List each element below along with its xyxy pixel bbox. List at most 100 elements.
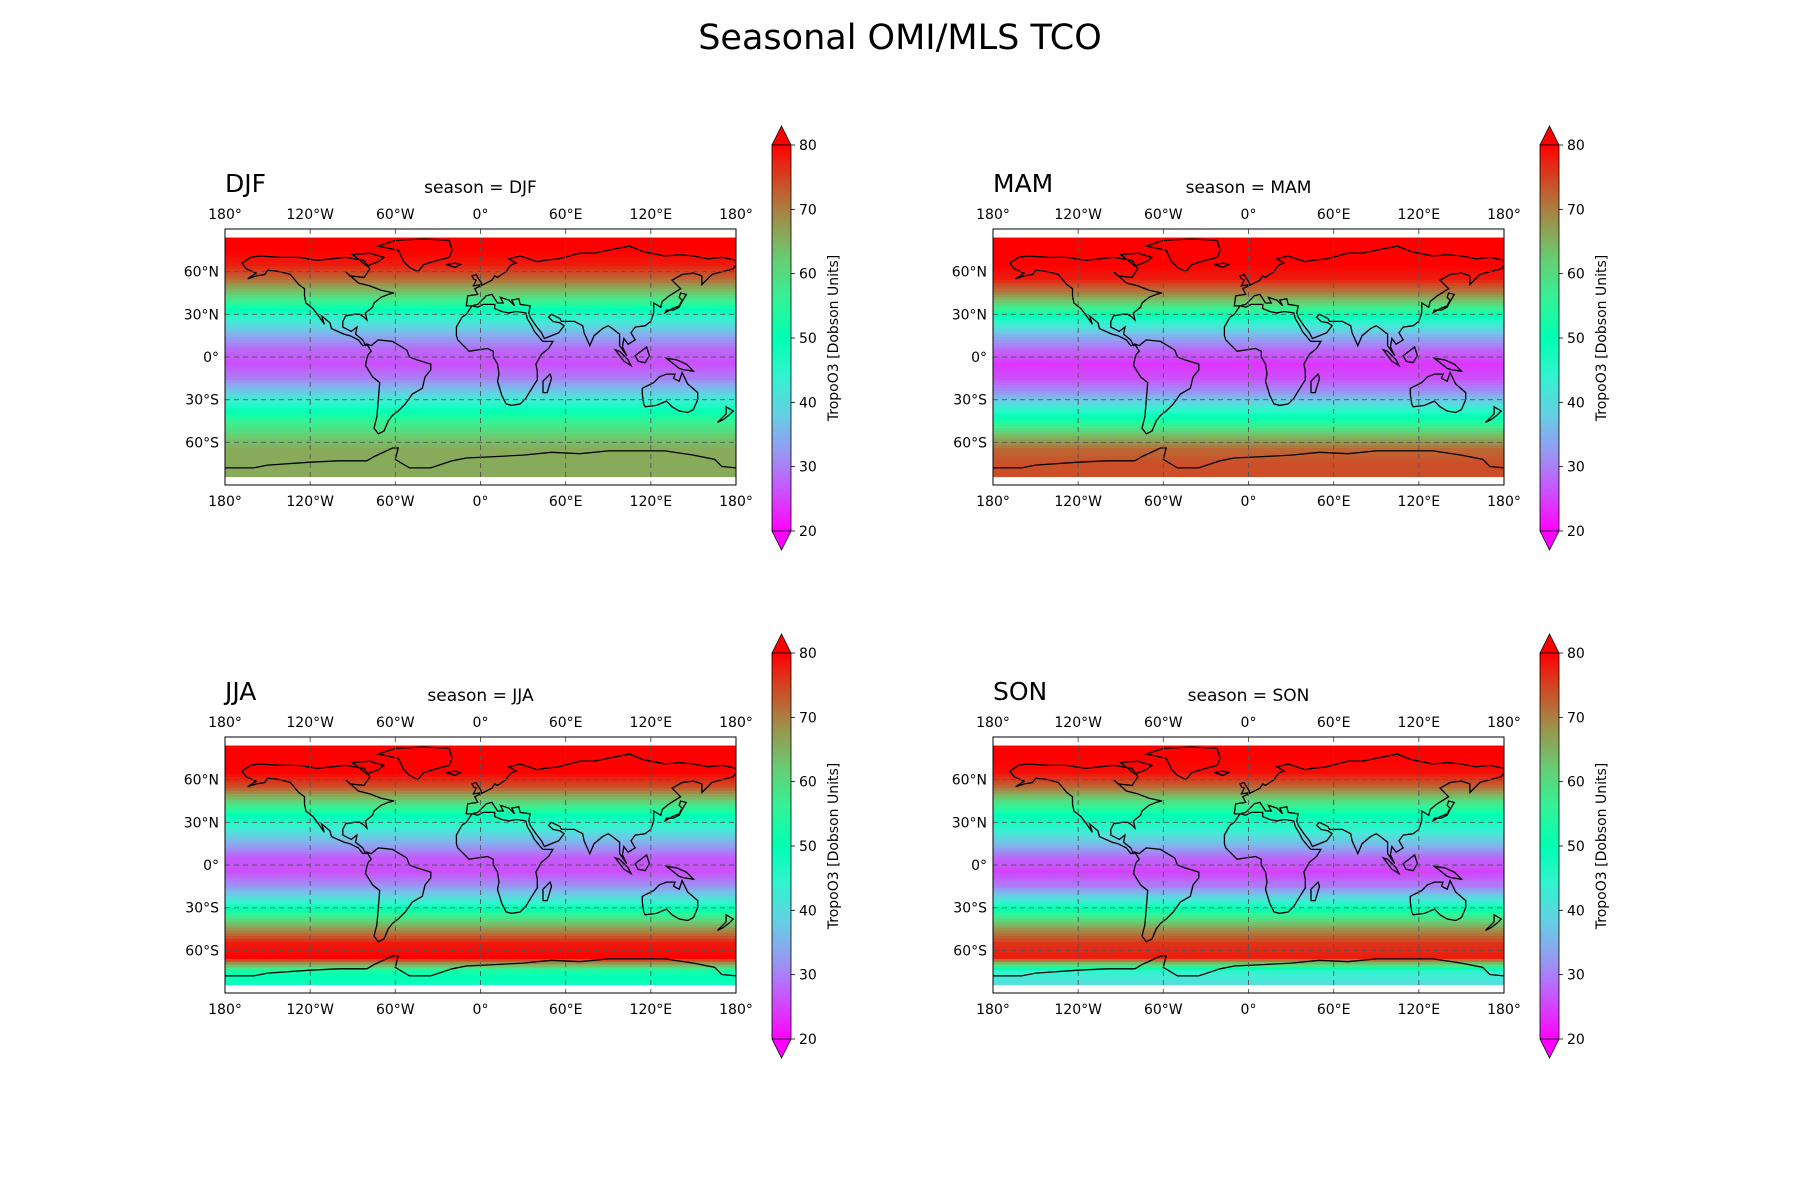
lon-tick-label-bottom: 120°W (1054, 1002, 1102, 1018)
coastline-borneo (1402, 345, 1419, 364)
map-panel-jja: 180° 180° 120°W 120°W 60°W 60°W 0° 0° 60°E 60°E 12… (184, 633, 842, 1059)
colorbar-tick-label: 30 (1567, 968, 1585, 984)
ozone-band (225, 263, 736, 267)
ozone-band (225, 876, 736, 880)
map-frame (224, 228, 737, 486)
lat-tick-label: 60°N (952, 773, 987, 789)
lon-tick-label-bottom: 120°E (1398, 1002, 1441, 1018)
coastline-new-zealand (1485, 405, 1503, 423)
lon-tick-label-top: 0° (1241, 207, 1257, 223)
lon-tick-label-bottom: 0° (473, 1002, 489, 1018)
coastline-sumatra (613, 348, 633, 368)
ozone-band (993, 314, 1504, 318)
colorbar-tick-label: 20 (1567, 1032, 1585, 1048)
colorbar-tick-label: 70 (799, 202, 817, 218)
colorbar-tick-label: 60 (799, 267, 817, 283)
coastline-sumatra (613, 856, 633, 876)
colorbar-tick-label: 50 (799, 331, 817, 347)
colorbar-tick-label: 40 (799, 395, 817, 411)
ozone-band (993, 442, 1504, 446)
lon-tick-label-top: 120°W (1054, 207, 1102, 223)
lon-tick-label-bottom: 60°E (549, 494, 583, 510)
ozone-band (993, 933, 1504, 937)
lon-tick-label-top: 180° (208, 207, 242, 223)
ozone-band (225, 243, 736, 247)
panel-title: season = MAM (1186, 178, 1312, 198)
ozone-band (993, 263, 1504, 267)
colorbar-extend-max (771, 633, 792, 654)
ozone-band (993, 867, 1504, 872)
ozone-band (993, 938, 1504, 943)
colorbar-tick-label: 60 (799, 775, 817, 791)
colorbar-tick-label: 70 (1567, 710, 1585, 726)
lon-tick-label-bottom: 120°E (630, 1002, 673, 1018)
map-frame (992, 228, 1505, 486)
lat-tick-label: 0° (971, 350, 987, 366)
colorbar-tick-label: 80 (799, 138, 817, 154)
ozone-band (225, 796, 736, 801)
coastline-north-america (241, 255, 395, 347)
colorbar-extend-max (771, 125, 792, 146)
ozone-band (225, 422, 736, 426)
lat-tick-label: 60°N (952, 265, 987, 281)
lon-tick-label-top: 180° (719, 207, 753, 223)
ozone-band (993, 975, 1504, 980)
lat-tick-label: 60°S (953, 943, 987, 959)
colorbar-tick-label: 80 (1567, 138, 1585, 154)
colorbar-label: TropoO3 [Dobson Units] (1594, 763, 1610, 930)
coastline-madagascar (542, 880, 553, 902)
colorbar: 80 70 60 50 40 30 20 TropoO3 [Dobson Units] (771, 633, 842, 1059)
ozone-band (993, 371, 1504, 375)
coastline-baffin (351, 760, 386, 775)
coastline-british-isles (1239, 273, 1251, 287)
ozone-band (993, 796, 1504, 801)
ozone-band (225, 342, 736, 347)
lon-tick-label-bottom: 180° (719, 1002, 753, 1018)
ozone-band (225, 776, 736, 781)
lon-tick-label-top: 60°E (1317, 207, 1351, 223)
coastline-borneo (634, 853, 651, 872)
ozone-band (993, 776, 1504, 781)
ozone-band (993, 941, 1504, 946)
coastline-north-america (241, 763, 395, 855)
colorbar: 80 70 60 50 40 30 20 TropoO3 [Dobson Units] (1539, 633, 1610, 1059)
ozone-band (993, 288, 1504, 293)
ozone-band (993, 305, 1504, 310)
colorbar-tick-label: 30 (1567, 460, 1585, 476)
colorbar-tick-label: 50 (799, 839, 817, 855)
colorbar-extend-min (771, 1038, 792, 1059)
ozone-band (993, 467, 1504, 472)
ozone-band (993, 459, 1504, 463)
ozone-band (993, 379, 1504, 384)
ozone-band (993, 385, 1504, 389)
ozone-band (993, 958, 1504, 963)
ozone-band (225, 376, 736, 381)
coastline-iceland (446, 262, 463, 269)
ozone-band (993, 405, 1504, 409)
ozone-band (993, 351, 1504, 355)
colorbar-tick-label: 20 (799, 1032, 817, 1048)
ozone-band (225, 371, 736, 375)
ozone-band (225, 450, 736, 455)
coastline-japan (663, 292, 688, 315)
map-panel-son: 180° 180° 120°W 120°W 60°W 60°W 0° 0° 60°E 60°E 12… (952, 633, 1610, 1059)
coastline-madagascar (1310, 880, 1321, 902)
lon-tick-label-top: 180° (208, 715, 242, 731)
ozone-band (993, 884, 1504, 889)
ozone-band (225, 288, 736, 293)
colorbar-label: TropoO3 [Dobson Units] (826, 763, 842, 930)
coastline-eurasia (465, 753, 736, 864)
ozone-band (993, 805, 1504, 809)
coastline-new-guinea (1432, 357, 1464, 373)
colorbar-body (1539, 144, 1560, 532)
ozone-band (993, 342, 1504, 347)
lon-tick-label-top: 60°W (376, 715, 415, 731)
lon-tick-label-bottom: 60°E (549, 1002, 583, 1018)
colorbar-label: TropoO3 [Dobson Units] (826, 255, 842, 422)
ozone-band (225, 813, 736, 818)
colorbar-tick-label: 40 (799, 903, 817, 919)
ozone-band (993, 839, 1504, 843)
lon-tick-label-bottom: 180° (976, 494, 1010, 510)
ozone-band (993, 921, 1504, 926)
